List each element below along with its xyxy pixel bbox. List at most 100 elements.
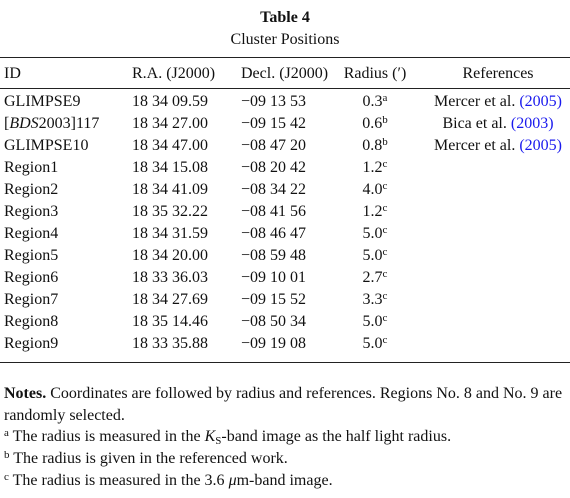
cell-dec: −08 47 20 bbox=[241, 137, 307, 154]
id-part: BDS bbox=[9, 115, 39, 132]
cell-dec: −08 34 22 bbox=[241, 181, 307, 198]
cell-dec: −08 41 56 bbox=[241, 203, 307, 220]
cell-radius: 5.0c bbox=[335, 224, 415, 244]
cell-ra: 18 35 32.22 bbox=[132, 203, 208, 220]
column-header: References bbox=[462, 65, 534, 82]
footnote-mark: b bbox=[382, 136, 388, 148]
cell-id: [BDS2003]117 bbox=[4, 114, 99, 134]
footnote-text: -band image as the half light radius. bbox=[221, 428, 452, 445]
footnote-mark: c bbox=[382, 334, 388, 346]
cell-id: GLIMPSE10 bbox=[4, 136, 88, 156]
id-part: Region7 bbox=[4, 291, 59, 308]
id-part: 2003]117 bbox=[38, 115, 100, 132]
cell-dec: −08 20 42 bbox=[241, 159, 307, 176]
cell-radius: 0.8b bbox=[335, 136, 415, 156]
cell-dec: −08 46 47 bbox=[241, 225, 307, 242]
id-part: [ bbox=[4, 115, 10, 132]
id-part: Region1 bbox=[4, 159, 59, 176]
footnote-mark: c bbox=[382, 224, 388, 236]
footnote-text: The radius is measured in the bbox=[12, 428, 205, 445]
cell-radius: 1.2c bbox=[335, 158, 415, 178]
cell-ra: 18 34 27.00 bbox=[132, 115, 208, 132]
footnote-text: The radius is given in the referenced wo… bbox=[13, 450, 288, 467]
ref-year[interactable]: (2005) bbox=[519, 137, 562, 154]
cell-id: Region1 bbox=[4, 158, 58, 178]
cell-reference: Mercer et al. (2005) bbox=[428, 92, 568, 112]
footnote-mark: b bbox=[382, 114, 388, 126]
cell-radius: 0.6b bbox=[335, 114, 415, 134]
rule bbox=[0, 57, 570, 58]
id-part: Region5 bbox=[4, 247, 59, 264]
cell-ra: 18 35 14.46 bbox=[132, 313, 208, 330]
cell-ra: 18 34 27.69 bbox=[132, 291, 208, 308]
id-part: Region6 bbox=[4, 269, 59, 286]
cell-ra: 18 34 47.00 bbox=[132, 137, 208, 154]
footnote: c The radius is measured in the 3.6 μm-b… bbox=[4, 471, 333, 491]
radius-value: 0.8 bbox=[362, 137, 383, 154]
ref-year[interactable]: (2003) bbox=[510, 115, 554, 132]
cell-ra: 18 34 20.00 bbox=[132, 247, 208, 264]
ref-authors: Mercer et al. bbox=[434, 137, 516, 154]
radius-value: 4.0 bbox=[362, 181, 383, 198]
footnote-mark: a bbox=[382, 92, 388, 104]
cell-radius: 5.0c bbox=[335, 334, 415, 354]
cell-reference: Mercer et al. (2005) bbox=[428, 136, 568, 156]
cell-reference: Bica et al. (2003) bbox=[428, 114, 568, 134]
id-part: Region4 bbox=[4, 225, 59, 242]
id-part: GLIMPSE9 bbox=[4, 93, 81, 110]
radius-value: 5.0 bbox=[362, 247, 383, 264]
cell-id: Region4 bbox=[4, 224, 58, 244]
radius-value: 0.6 bbox=[362, 115, 383, 132]
footnote-mark: c bbox=[382, 202, 388, 214]
table-subtitle: Cluster Positions bbox=[230, 31, 340, 48]
footnote-text: S bbox=[215, 435, 222, 447]
footnote: b The radius is given in the referenced … bbox=[4, 449, 288, 469]
cell-dec: −08 50 34 bbox=[241, 313, 307, 330]
cell-radius: 5.0c bbox=[335, 246, 415, 266]
cell-radius: 4.0c bbox=[335, 180, 415, 200]
cell-dec: −08 59 48 bbox=[241, 247, 307, 264]
footnote: a The radius is measured in the KS-band … bbox=[4, 427, 451, 447]
cell-radius: 2.7c bbox=[335, 268, 415, 288]
cell-radius: 3.3c bbox=[335, 290, 415, 310]
cell-ra: 18 34 15.08 bbox=[132, 159, 208, 176]
radius-value: 5.0 bbox=[362, 313, 383, 330]
footnote-text: K bbox=[204, 428, 216, 445]
radius-value: 0.3 bbox=[362, 93, 383, 110]
cell-id: Region6 bbox=[4, 268, 58, 288]
cell-dec: −09 13 53 bbox=[241, 93, 307, 110]
column-header: ID bbox=[4, 65, 21, 82]
rule bbox=[0, 88, 570, 89]
cell-id: Region8 bbox=[4, 312, 58, 332]
radius-value: 3.3 bbox=[362, 291, 383, 308]
notes-label: Notes. bbox=[4, 385, 47, 402]
cell-radius: 0.3a bbox=[335, 92, 415, 112]
cell-id: Region7 bbox=[4, 290, 58, 310]
column-header: Radius (′) bbox=[343, 65, 407, 82]
radius-value: 1.2 bbox=[362, 159, 383, 176]
radius-value: 2.7 bbox=[362, 269, 383, 286]
cell-dec: −09 15 42 bbox=[241, 115, 307, 132]
footnote-mark: c bbox=[382, 290, 388, 302]
ref-authors: Bica et al. bbox=[442, 115, 507, 132]
cell-radius: 5.0c bbox=[335, 312, 415, 332]
footnote-mark: c bbox=[4, 471, 9, 483]
footnote-text: μ bbox=[228, 472, 237, 489]
footnote-mark: b bbox=[4, 449, 10, 461]
cell-dec: −09 10 01 bbox=[241, 269, 307, 286]
footnote-mark: c bbox=[382, 312, 388, 324]
cell-radius: 1.2c bbox=[335, 202, 415, 222]
table-title: Table 4 bbox=[260, 9, 310, 26]
cell-id: Region2 bbox=[4, 180, 58, 200]
radius-value: 5.0 bbox=[362, 225, 383, 242]
cell-dec: −09 19 08 bbox=[241, 335, 307, 352]
footnote-text: m-band image. bbox=[236, 472, 333, 489]
ref-year[interactable]: (2005) bbox=[519, 93, 562, 110]
notes: Notes. Coordinates are followed by radiu… bbox=[4, 383, 566, 427]
cell-id: GLIMPSE9 bbox=[4, 92, 80, 112]
cell-ra: 18 34 41.09 bbox=[132, 181, 208, 198]
column-header: Decl. (J2000) bbox=[241, 65, 329, 82]
column-header: R.A. (J2000) bbox=[132, 65, 216, 82]
cell-id: Region9 bbox=[4, 334, 58, 354]
notes-text: Coordinates are followed by radius and r… bbox=[4, 385, 563, 424]
